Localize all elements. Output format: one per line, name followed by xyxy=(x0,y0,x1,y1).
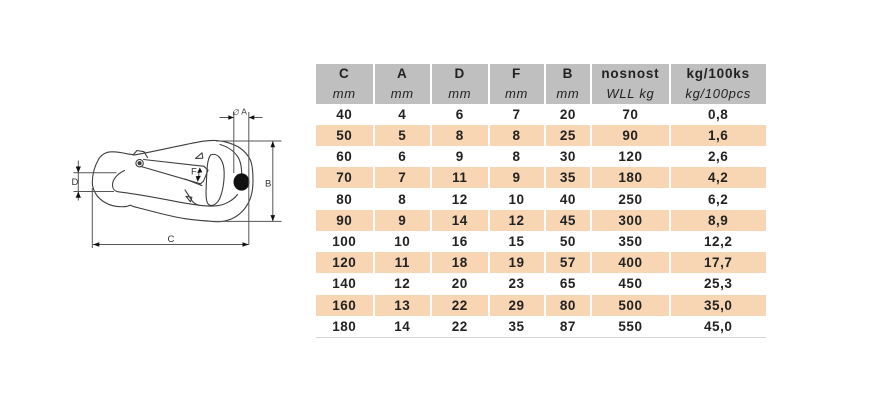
svg-text:∅: ∅ xyxy=(232,108,240,117)
svg-text:D: D xyxy=(72,177,79,188)
svg-text:B: B xyxy=(265,178,271,189)
svg-text:A: A xyxy=(241,107,247,117)
svg-text:C: C xyxy=(168,234,175,245)
svg-text:F: F xyxy=(191,167,197,178)
